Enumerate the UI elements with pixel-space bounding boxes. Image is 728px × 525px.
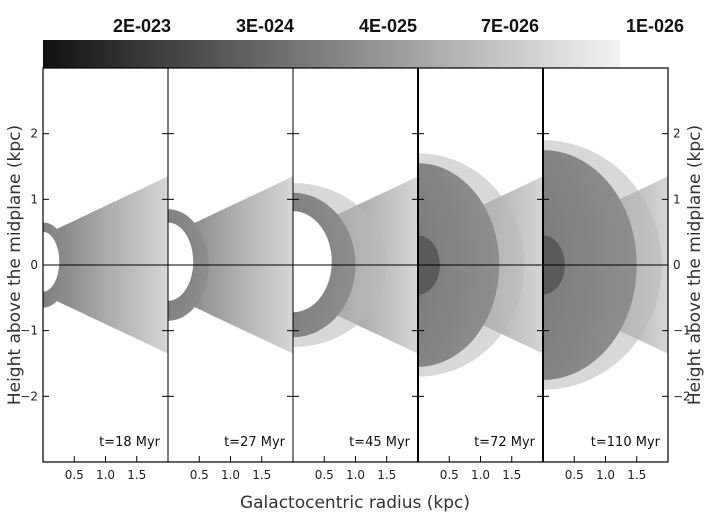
time-label: t=45 Myr bbox=[349, 435, 411, 450]
x-axis-title: Galactocentric radius (kpc) bbox=[240, 493, 470, 513]
y-axis-title: Height above the midplane (kpc) bbox=[5, 125, 25, 405]
x-tick-label: 0.5 bbox=[315, 468, 334, 482]
y-tick-label: −1 bbox=[673, 324, 691, 338]
hot-gas-core bbox=[293, 211, 332, 313]
colorbar-label: 4E-025 bbox=[359, 16, 417, 36]
panel: t=18 Myr bbox=[43, 133, 168, 462]
x-tick-label: 1.5 bbox=[127, 468, 146, 482]
colorbar-label: 3E-024 bbox=[236, 16, 294, 36]
y-tick-label: −2 bbox=[673, 389, 691, 403]
y-tick-label: 1 bbox=[30, 192, 38, 206]
colorbar-labels: 2E-023 3E-024 4E-025 7E-026 1E-026 bbox=[113, 16, 684, 36]
colorbar: 2E-023 3E-024 4E-025 7E-026 1E-026 bbox=[43, 16, 684, 68]
x-tick-label: 0.5 bbox=[565, 468, 584, 482]
y-tick-label: 0 bbox=[30, 258, 38, 272]
time-label: t=110 Myr bbox=[591, 435, 661, 450]
colorbar-label: 2E-023 bbox=[113, 16, 171, 36]
y-tick-label: −1 bbox=[20, 324, 38, 338]
x-tick-label: 1.5 bbox=[252, 468, 271, 482]
y-tick-label: −2 bbox=[20, 389, 38, 403]
hot-gas-core bbox=[168, 222, 194, 301]
x-tick-label: 1.5 bbox=[377, 468, 396, 482]
x-tick-label: 0.5 bbox=[190, 468, 209, 482]
x-axis-ticks: 0.5 1.0 1.5 0.5 1.0 1.5 0.5 1.0 1.5 0.5 1.0 1.5 0.5 1… bbox=[65, 468, 647, 482]
x-tick-label: 1.0 bbox=[96, 468, 115, 482]
y-tick-label: 2 bbox=[30, 127, 38, 141]
y-tick-label: 0 bbox=[673, 258, 681, 272]
hot-gas-core bbox=[43, 231, 60, 292]
time-label: t=27 Myr bbox=[224, 435, 286, 450]
x-tick-label: 1.0 bbox=[471, 468, 490, 482]
x-tick-label: 1.5 bbox=[627, 468, 646, 482]
x-tick-label: 1.5 bbox=[502, 468, 521, 482]
y-tick-label: 1 bbox=[673, 192, 681, 206]
colorbar-gradient bbox=[43, 40, 620, 68]
colorbar-label: 7E-026 bbox=[481, 16, 539, 36]
time-label: t=72 Myr bbox=[474, 435, 536, 450]
y-axis-title-right: Height above the midplane (kpc) bbox=[685, 125, 705, 405]
y-axis-ticks-left: 2 1 0 −1 −2 bbox=[20, 127, 38, 404]
colorbar-label: 1E-026 bbox=[626, 16, 684, 36]
y-tick-label: 2 bbox=[673, 127, 681, 141]
x-tick-label: 0.5 bbox=[65, 468, 84, 482]
y-axis-ticks-right: 2 1 0 −1 −2 bbox=[673, 127, 691, 404]
x-tick-label: 1.0 bbox=[346, 468, 365, 482]
time-label: t=18 Myr bbox=[99, 435, 161, 450]
x-tick-label: 0.5 bbox=[440, 468, 459, 482]
x-tick-label: 1.0 bbox=[596, 468, 615, 482]
x-tick-label: 1.0 bbox=[221, 468, 240, 482]
